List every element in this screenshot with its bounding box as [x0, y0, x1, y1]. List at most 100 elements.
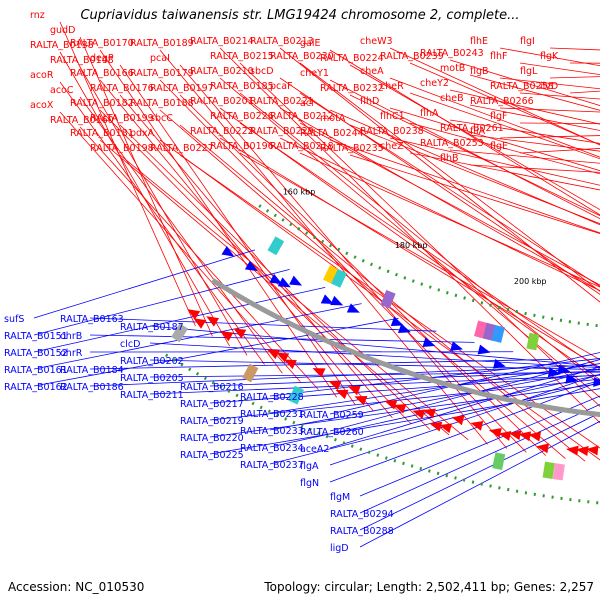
gene-label[interactable]: RALTA_B0229 [250, 126, 314, 137]
gene-label[interactable]: flgA [300, 461, 319, 472]
gene-label[interactable]: RALTA_B0202 [120, 356, 184, 367]
gene-label[interactable]: cheA [360, 66, 384, 77]
gene-label[interactable]: ilvD [540, 81, 558, 92]
gene-label[interactable]: acoC [50, 85, 74, 96]
gene-label[interactable]: RALTA_B0219 [180, 416, 244, 427]
gene-label[interactable]: acoR [30, 70, 54, 81]
gene-label[interactable]: RALTA_B0198 [90, 143, 154, 154]
gene-label[interactable]: RALTA_B0152 [4, 348, 68, 359]
gene-label[interactable]: RALTA_B0199 [90, 113, 154, 124]
gene-label[interactable]: RALTA_B0148 [50, 55, 114, 66]
gene-label[interactable]: RALTA_B0266 [470, 96, 534, 107]
gene-label[interactable]: RALTA_B0226 [210, 111, 274, 122]
gene-label[interactable]: cheZ [380, 141, 404, 152]
gene-label[interactable]: RALTA_B0211 [120, 390, 184, 401]
gene-label[interactable]: RALTA_B0222 [190, 126, 254, 137]
gene-label[interactable]: RALTA_B0233 [240, 426, 304, 437]
gene-label[interactable]: RALTA_B0215 [210, 51, 274, 62]
gene-label[interactable]: flgL [520, 66, 538, 77]
gene-label[interactable]: RALTA_B0259 [300, 410, 364, 421]
gene-label[interactable]: RALTA_B0160 [50, 115, 114, 126]
gene-label[interactable]: RALTA_B0221 [250, 96, 314, 107]
gene-label[interactable]: RALTA_B0238 [360, 126, 424, 137]
gene-label[interactable]: RALTA_B0227 [150, 143, 214, 154]
gene-label[interactable]: flhD [360, 96, 379, 107]
gene-label[interactable]: pcaF [270, 81, 293, 92]
gene-label[interactable]: RALTA_B0225 [180, 450, 244, 461]
gene-label[interactable]: RALTA_B0186 [60, 382, 124, 393]
gene-label[interactable]: RALTA_B0166 [70, 68, 134, 79]
gene-label[interactable]: RALTA_B0189 [130, 38, 194, 49]
gene-label[interactable]: cheW3 [360, 36, 393, 47]
gene-label[interactable]: cheY2 [420, 78, 449, 89]
gene-label[interactable]: RALTA_B0243 [420, 48, 484, 59]
gene-label[interactable]: RALTA_B0235 [320, 143, 384, 154]
gene-label[interactable]: flgI [520, 36, 535, 47]
gene-label[interactable]: pdxA [130, 128, 155, 139]
gene-label[interactable]: RALTA_B0196 [210, 141, 274, 152]
gene-label[interactable]: motA [320, 113, 346, 124]
gene-label[interactable]: RALTA_B0185 [210, 81, 274, 92]
gene-label[interactable]: RALTA_B0170 [70, 38, 134, 49]
gene-label[interactable]: galE [300, 38, 321, 49]
gene-label[interactable]: clcD [120, 339, 140, 350]
gene-label[interactable]: RALTA_B0230 [270, 51, 334, 62]
gene-label[interactable]: RALTA_B0228 [240, 392, 304, 403]
gene-label[interactable]: RALTA_B0237 [240, 460, 304, 471]
gene-label[interactable]: RALTA_B0217 [180, 399, 244, 410]
gene-label[interactable]: RALTA_B0163 [60, 314, 124, 325]
gene-label[interactable]: flgN [300, 478, 319, 489]
gene-label[interactable]: RALTA_B0210 [190, 66, 254, 77]
gene-label[interactable]: RALTA_B0224 [320, 53, 384, 64]
gene-label[interactable]: RALTA_B0179 [130, 68, 194, 79]
gene-label[interactable]: flgE [490, 141, 508, 152]
gene-label[interactable]: RALTA_B0220 [180, 433, 244, 444]
gene-label[interactable]: motB [440, 63, 465, 74]
gene-label[interactable]: RALTA_B0213 [250, 36, 314, 47]
gene-label[interactable]: RALTA_B0184 [60, 365, 124, 376]
gene-label[interactable]: flgB [470, 66, 489, 77]
gene-label[interactable]: RALTA_B0214 [190, 36, 254, 47]
gene-label[interactable]: RALTA_B0205 [120, 373, 184, 384]
gene-label[interactable]: RALTA_B0258 [490, 81, 554, 92]
gene-label[interactable]: acl [300, 98, 314, 109]
gene-label[interactable]: RALTA_B0197 [150, 83, 214, 94]
gene-label[interactable]: RALTA_B0232 [320, 83, 384, 94]
gene-label[interactable]: acoX [30, 100, 54, 111]
gene-label[interactable]: sufS [4, 314, 24, 325]
gene-label[interactable]: RALTA_B0212 [270, 111, 334, 122]
gene-label[interactable]: RALTA_B0231 [240, 409, 304, 420]
gene-label[interactable]: flgM [330, 492, 350, 503]
gene-label[interactable]: RALTA_B0188 [130, 98, 194, 109]
gene-label[interactable]: RALTA_B0288 [330, 526, 394, 537]
gene-label[interactable]: cheB [440, 93, 464, 104]
gene-label[interactable]: flhA [420, 108, 439, 119]
gene-label[interactable]: RALTA_B0244 [300, 128, 364, 139]
gene-label[interactable]: RALTA_B0187 [120, 322, 184, 333]
gene-label[interactable]: cheY1 [300, 68, 329, 79]
gene-label[interactable]: RALTA_B0260 [300, 427, 364, 438]
gene-label[interactable]: sbcC [150, 113, 173, 124]
gene-label[interactable]: ohrB [60, 331, 82, 342]
gene-label[interactable]: cheR [380, 81, 404, 92]
gene-label[interactable]: RALTA_B0138 [30, 40, 94, 51]
gene-label[interactable]: fliA [470, 126, 486, 137]
gene-label[interactable]: RALTA_B0201 [190, 96, 254, 107]
gene-label[interactable]: RALTA_B0239 [380, 51, 444, 62]
gene-label[interactable]: RALTA_B0181 [70, 128, 134, 139]
gene-label[interactable]: ohrR [60, 348, 83, 359]
gene-label[interactable]: gudD [50, 25, 75, 36]
gene-label[interactable]: sbcD [250, 66, 274, 77]
gene-label[interactable]: RALTA_B0151 [4, 331, 68, 342]
gene-label[interactable]: RALTA_B0261 [440, 123, 504, 134]
gene-label[interactable]: RALTA_B0162 [4, 382, 68, 393]
gene-label[interactable]: flhB [440, 153, 459, 164]
gene-label[interactable]: flgK [540, 51, 559, 62]
gene-label[interactable]: flhF [490, 51, 507, 62]
gene-label[interactable]: ligD [330, 543, 349, 554]
gene-label[interactable]: rnz [30, 10, 45, 21]
gene-label[interactable]: RALTA_B0234 [240, 443, 304, 454]
gene-label[interactable]: flhC1 [380, 111, 405, 122]
gene-label[interactable]: degP [90, 53, 114, 64]
